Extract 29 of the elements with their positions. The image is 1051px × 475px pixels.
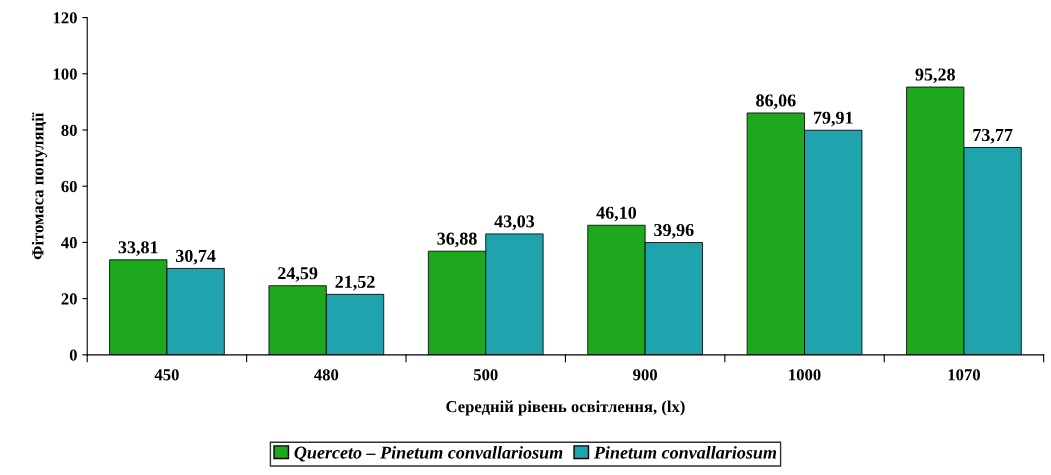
data-label: 86,06 — [756, 94, 796, 110]
y-tick-label: 20 — [61, 293, 77, 305]
legend-label: Querceto – Pinetum convallariosum — [294, 445, 563, 462]
data-label: 46,10 — [596, 206, 637, 222]
y-tick-label: 100 — [53, 68, 77, 80]
data-label: 43,03 — [494, 215, 535, 231]
data-label: 36,88 — [437, 232, 477, 248]
y-axis-title: Фітомаса популяції — [31, 112, 47, 260]
x-tick-label: 1000 — [789, 369, 821, 381]
x-tick-label: 480 — [314, 369, 339, 381]
data-label: 39,96 — [654, 223, 694, 239]
y-tick-label: 40 — [61, 237, 77, 249]
data-label: 33,81 — [118, 241, 158, 256]
x-tick-label: 900 — [633, 369, 657, 381]
y-tick-label: 80 — [61, 124, 77, 136]
data-label: 21,52 — [335, 275, 375, 291]
data-label: 73,77 — [973, 128, 1013, 144]
x-axis-title: Середній рівень освітлення, (lx) — [446, 400, 685, 416]
legend-label: Pinetum convallariosum — [593, 445, 777, 459]
data-label: 24,59 — [278, 267, 318, 282]
x-tick-label: 450 — [154, 369, 179, 381]
data-label: 95,28 — [915, 68, 955, 84]
y-tick-label: 0 — [69, 349, 77, 361]
y-tick-label: 60 — [61, 180, 77, 193]
x-tick-label: 500 — [473, 369, 498, 381]
data-label: 79,91 — [813, 111, 853, 127]
y-tick-label: 120 — [53, 12, 77, 24]
x-tick-label: 1070 — [948, 369, 980, 381]
data-label: 30,74 — [175, 249, 216, 265]
